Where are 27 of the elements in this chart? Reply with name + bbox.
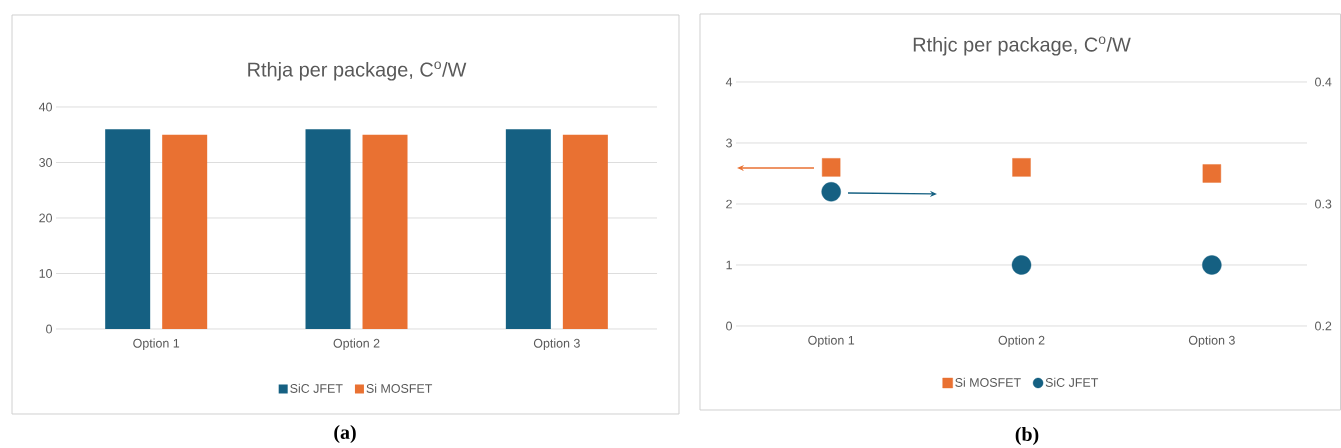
y-tick-label: 30 [39, 157, 53, 167]
y-tick-label: 40 [38, 102, 53, 112]
y-tick-label: 4 [725, 77, 733, 87]
y-tick-label: 1 [726, 260, 732, 270]
legend-label: SiC JFET [1045, 377, 1099, 387]
x-tick-label: Option 3 [1188, 335, 1235, 347]
y2-tick-label: 0.3 [1315, 199, 1332, 209]
text: (b) [1015, 426, 1039, 445]
x-tick-label: Option 2 [333, 338, 380, 350]
chart-title: Rthjc per package, C$^{o}$/W [913, 36, 1131, 56]
x-tick-label: Option 1 [133, 338, 180, 350]
legend-label: SiC JFET [290, 383, 343, 393]
y2-tick-label: 0.4 [1315, 77, 1332, 87]
y-tick-label: 20 [39, 213, 53, 223]
y2-tick-label: 0.2 [1315, 321, 1332, 331]
chart-title: Rthja per package, C$^{o}$/W [248, 61, 467, 81]
legend-label: Si MOSFET [955, 377, 1021, 387]
y-tick-label: 0 [46, 324, 53, 334]
x-tick-label: Option 1 [808, 335, 855, 347]
y-tick-label: 10 [39, 268, 53, 278]
y-tick-label: 0 [726, 321, 733, 331]
x-tick-label: Option 2 [998, 335, 1045, 347]
y-tick-label: 2 [726, 199, 732, 209]
y-tick-label: 3 [726, 138, 732, 148]
x-tick-label: Option 3 [533, 338, 580, 350]
legend-label: Si MOSFET [366, 383, 433, 393]
text: (a) [334, 424, 356, 443]
